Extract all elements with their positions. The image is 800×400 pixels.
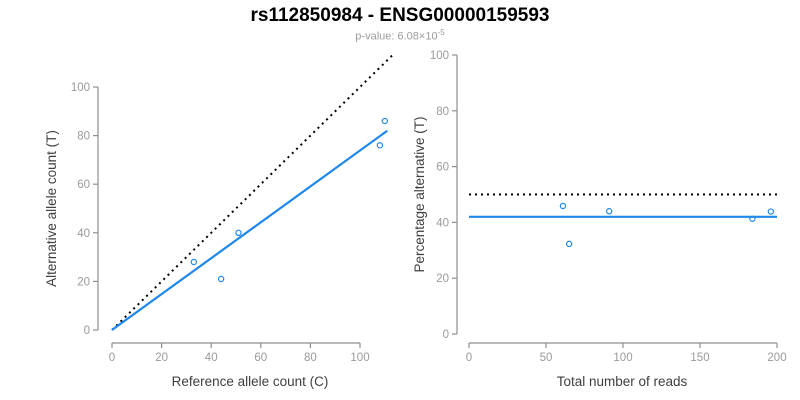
pvalue-text: p-value: 6.08×10 [355,30,438,43]
figure-subtitle: p-value: 6.08×10-5 [0,28,800,43]
x-tick-label: 40 [205,352,218,364]
x-axis-title: Reference allele count (C) [172,374,329,389]
y-tick-label: 20 [436,273,449,285]
data-point [376,142,384,149]
figure-title: rs112850984 - ENSG00000159593 [250,5,550,26]
y-tick-label: 0 [84,325,90,337]
x-axis-title: Total number of reads [557,374,688,389]
y-axis-title: Percentage alternative (T) [412,116,427,272]
x-tick-label: 20 [155,352,168,364]
y-tick-label: 60 [77,179,90,191]
y-tick-label: 40 [77,228,90,240]
y-tick-label: 40 [436,217,449,229]
x-tick-label: 100 [350,352,369,364]
percentage-reads-scatter: 0 50 100 150 200 0 20 40 60 80 100 Total number of … [412,50,787,389]
data-point [565,240,573,248]
data-point [381,117,388,125]
y-tick-label: 0 [443,329,449,341]
data-point [217,275,225,283]
y-tick-label: 100 [71,82,90,94]
x-tick-label: 80 [304,352,317,364]
data-point [235,229,242,236]
y-tick-label: 100 [430,50,449,62]
data-point [559,202,567,210]
x-tick-label: 150 [690,352,709,364]
data-point [605,208,613,215]
y-tick-label: 80 [436,106,449,118]
y-tick-label: 80 [77,131,90,143]
data-point [190,258,198,266]
y-axis-title: Alternative allele count (T) [44,130,59,287]
x-tick-label: 50 [540,352,553,364]
x-tick-label: 100 [613,352,632,364]
x-tick-label: 60 [254,352,267,364]
allele-count-scatter: 0 20 40 60 80 100 0 20 40 60 80 100 Reference allele… [44,54,393,389]
x-tick-label: 200 [767,352,786,364]
data-point [767,208,775,215]
identity-line [111,54,393,331]
data-point [749,215,756,222]
pvalue-exponent: -5 [437,28,445,37]
y-tick-label: 60 [436,162,449,174]
fit-line [111,129,388,331]
x-tick-label: 0 [109,352,115,364]
x-tick-label: 0 [466,352,472,364]
y-tick-label: 20 [77,276,90,288]
